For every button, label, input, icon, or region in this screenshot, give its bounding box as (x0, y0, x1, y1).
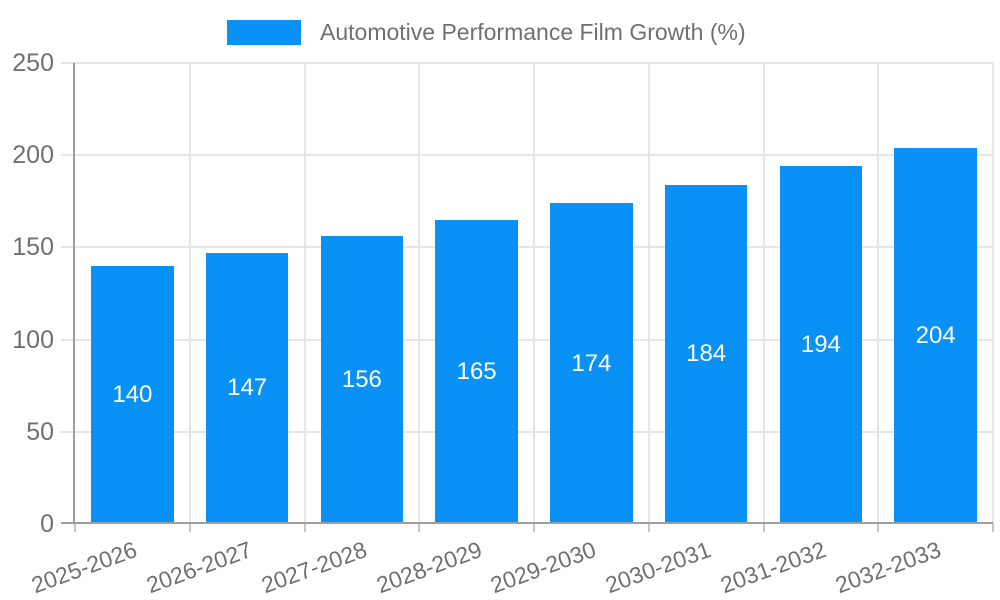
gridline-vertical (877, 63, 880, 524)
bar-value-label: 156 (341, 366, 382, 394)
gridline-horizontal (61, 246, 993, 249)
gridline-horizontal (61, 338, 993, 341)
chart-legend: Automotive Performance Film Growth (%) (227, 19, 746, 46)
bar-2026-2027: 147 (205, 252, 289, 524)
x-axis-tick-label: 2026-2027 (143, 536, 256, 599)
bar-2025-2026: 140 (91, 265, 174, 524)
y-axis-tick-label: 250 (12, 49, 54, 77)
gridline-vertical (533, 63, 535, 524)
x-axis-tick (647, 524, 650, 532)
gridline-horizontal (61, 430, 993, 433)
x-axis-tick (877, 524, 880, 532)
gridline-horizontal (61, 154, 993, 157)
bar-2029-2030: 174 (550, 203, 633, 524)
y-axis-labels: 0 50 100 150 200 250 (0, 0, 54, 600)
y-axis-tick-label: 50 (26, 417, 54, 446)
x-axis-tick-label: 2029-2030 (487, 536, 600, 599)
x-axis-tick (303, 524, 306, 532)
gridline-vertical (992, 63, 994, 524)
gridline-vertical (762, 63, 765, 524)
bar-2032-2033: 204 (894, 147, 977, 524)
x-axis-tick-label: 2028-2029 (372, 536, 485, 599)
legend-swatch-icon (227, 20, 301, 45)
x-axis-tick (418, 524, 421, 532)
bar-value-label: 184 (686, 340, 727, 368)
plot-area: 140 147 156 165 174 184 194 204 (61, 62, 994, 532)
x-axis-tick-label: 2030-2031 (602, 536, 715, 599)
gridline-vertical (418, 63, 421, 524)
bar-value-label: 194 (800, 331, 841, 359)
legend-label: Automotive Performance Film Growth (%) (320, 19, 746, 45)
x-axis-tick (188, 524, 191, 532)
y-axis-tick-label: 100 (12, 325, 54, 354)
x-axis-tick-label: 2031-2032 (716, 536, 830, 599)
gridline-vertical (647, 63, 650, 524)
x-axis-tick-label: 2027-2028 (257, 536, 371, 599)
x-axis-tick (762, 524, 765, 532)
gridline-vertical (303, 63, 306, 524)
bar-value-label: 165 (456, 357, 497, 385)
x-axis-tick-label: 2032-2033 (831, 536, 944, 599)
bar-value-label: 174 (571, 349, 612, 377)
y-axis-tick-label: 200 (12, 141, 54, 170)
y-axis-tick-label: 0 (40, 510, 54, 538)
bar-2031-2032: 194 (779, 166, 863, 524)
bar-2027-2028: 156 (320, 236, 404, 524)
gridline-horizontal (61, 62, 993, 64)
y-axis-line (73, 63, 75, 524)
x-axis-labels: 2025-2026 2026-2027 2027-2028 2028-2029 2029… (28, 524, 993, 600)
gridline-vertical (188, 63, 191, 524)
x-axis-tick (992, 524, 994, 532)
x-axis-line (61, 522, 993, 524)
x-axis-tick (74, 524, 76, 532)
bar-value-label: 147 (227, 374, 268, 402)
y-axis-tick-label: 150 (12, 233, 54, 262)
bar-2030-2031: 184 (664, 184, 748, 524)
bar-value-label: 140 (112, 380, 153, 408)
x-axis-tick (533, 524, 535, 532)
bar-value-label: 204 (915, 321, 956, 349)
bar-2028-2029: 165 (435, 219, 518, 524)
